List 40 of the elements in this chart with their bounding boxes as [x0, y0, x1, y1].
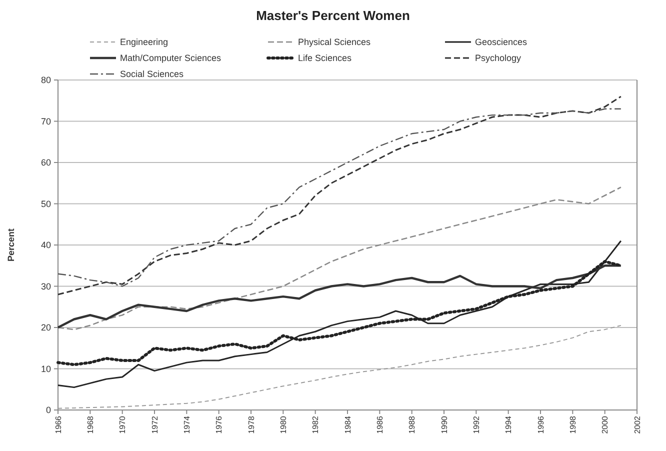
- legend-label: Engineering: [120, 37, 168, 48]
- legend-label: Math/Computer Sciences: [120, 53, 222, 64]
- x-tick-label: 1994: [504, 415, 514, 434]
- x-tick-label: 1970: [118, 415, 128, 434]
- line-series: [58, 324, 622, 409]
- x-tick-label: 1992: [472, 415, 481, 434]
- x-tick-label: 1984: [343, 415, 352, 434]
- x-tick-label: 1966: [54, 415, 63, 434]
- legend-label: Social Sciences: [120, 69, 184, 80]
- y-tick-label: 20: [40, 322, 51, 333]
- x-tick-label: 1988: [408, 415, 417, 434]
- y-tick-label: 50: [40, 198, 51, 209]
- x-tick-label: 1996: [536, 415, 546, 434]
- x-tick-label: 2000: [600, 415, 610, 434]
- x-tick-label: 1982: [311, 415, 320, 434]
- y-tick-label: 0: [46, 405, 51, 416]
- y-tick-label: 40: [40, 240, 51, 250]
- legend-label: Geosciences: [475, 37, 528, 48]
- legend-label: Psychology: [475, 53, 522, 64]
- x-tick-label: 1972: [150, 415, 160, 434]
- y-tick-label: 60: [40, 158, 51, 168]
- y-axis-title: Percent: [6, 228, 16, 262]
- x-tick-label: 2002: [632, 415, 642, 434]
- y-tick-label: 30: [40, 281, 51, 292]
- x-tick-label: 1980: [278, 415, 288, 434]
- x-tick-label: 1990: [440, 415, 449, 434]
- x-tick-label: 1978: [246, 415, 256, 434]
- x-tick-label: 1998: [568, 415, 578, 434]
- y-tick-label: 10: [40, 364, 51, 374]
- x-tick-label: 1986: [375, 415, 384, 434]
- chart-title: Master's Percent Women: [256, 8, 410, 23]
- x-tick-label: 1976: [214, 415, 224, 434]
- legend-label: Physical Sciences: [298, 37, 372, 48]
- legend-label: Life Sciences: [298, 53, 352, 64]
- x-tick-label: 1968: [86, 415, 95, 434]
- line-series: [56, 264, 622, 329]
- x-tick-label: 1974: [182, 415, 192, 434]
- line-series: [57, 240, 622, 388]
- y-tick-label: 70: [40, 116, 51, 126]
- y-tick-label: 80: [40, 75, 51, 86]
